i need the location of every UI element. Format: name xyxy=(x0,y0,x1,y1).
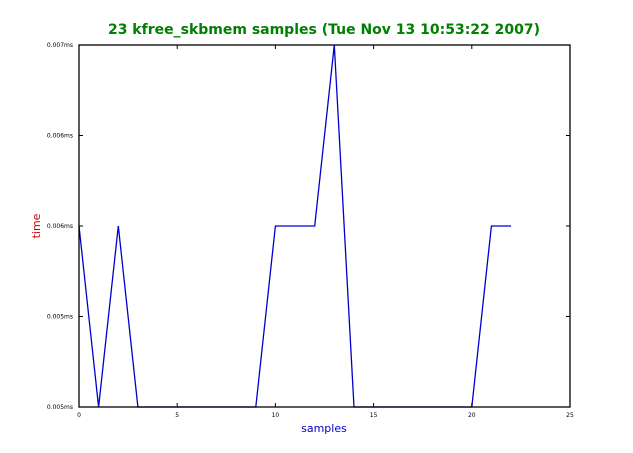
x-tick-label: 10 xyxy=(272,412,280,419)
x-tick-label: 25 xyxy=(566,412,574,419)
y-tick-label: 0.007ms xyxy=(47,42,73,49)
x-tick-label: 0 xyxy=(77,412,81,419)
y-axis-label: time xyxy=(30,213,43,238)
y-tick-label: 0.006ms xyxy=(47,133,73,140)
series-line-0 xyxy=(78,44,512,408)
y-tick-label: 0.006ms xyxy=(47,223,73,230)
y-tick-label: 0.005ms xyxy=(47,314,73,321)
x-axis-label: samples xyxy=(301,422,347,435)
x-tick-label: 5 xyxy=(175,412,179,419)
y-tick-label: 0.005ms xyxy=(47,404,73,411)
x-tick-label: 15 xyxy=(370,412,378,419)
plot-area: 0 5 10 15 20 25 0.005ms 0.005ms 0.006ms 0.006ms 0.… xyxy=(47,42,574,419)
x-tick-label: 20 xyxy=(468,412,476,419)
chart-title: 23 kfree_skbmem samples (Tue Nov 13 10:5… xyxy=(108,22,540,38)
